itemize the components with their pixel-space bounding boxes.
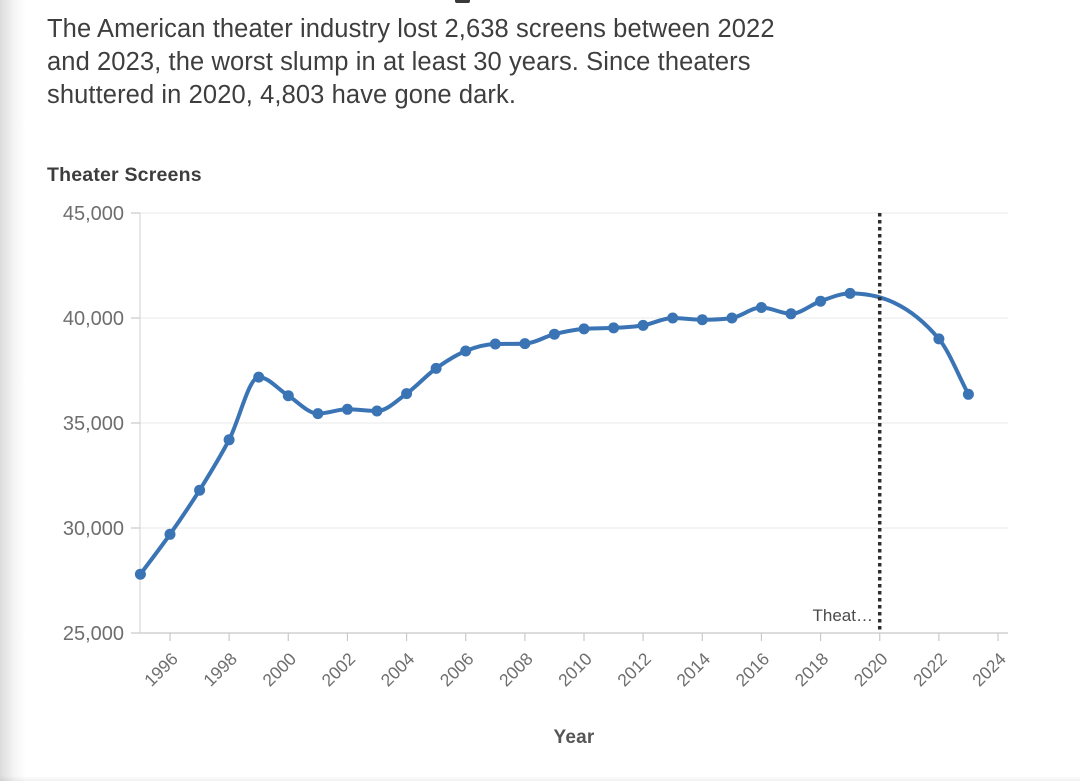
x-tick-label: 1998: [199, 649, 241, 691]
x-tick-label: 2020: [850, 649, 892, 691]
data-point: [608, 322, 620, 334]
x-tick-label: 2022: [909, 649, 951, 691]
intro-line: and 2023, the worst slump in at least 30…: [47, 48, 751, 76]
x-tick-label: 2016: [732, 649, 774, 691]
reference-line-label: Theat…: [812, 606, 873, 625]
data-point: [726, 312, 738, 324]
x-tick-label: 1996: [140, 649, 182, 691]
x-tick-label: 2012: [613, 649, 655, 691]
data-point: [933, 333, 945, 345]
x-tick-label: 2006: [436, 649, 478, 691]
x-axis-title: Year: [553, 727, 595, 748]
y-tick-label: 40,000: [63, 308, 124, 330]
clipped-headline-fragment: [455, 0, 470, 3]
data-point: [489, 338, 501, 350]
data-point: [282, 390, 294, 402]
data-point: [785, 308, 797, 320]
x-tick-label: 2010: [554, 649, 596, 691]
data-point: [637, 319, 649, 331]
data-point: [962, 388, 974, 400]
data-point: [430, 362, 442, 374]
y-tick-label: 30,000: [63, 518, 124, 540]
data-point: [578, 323, 590, 335]
data-point: [194, 484, 206, 496]
intro-paragraph: The American theater industry lost 2,638…: [47, 13, 1007, 112]
data-point: [696, 314, 708, 326]
data-point: [341, 403, 353, 415]
intro-line: The American theater industry lost 2,638…: [47, 15, 775, 43]
data-point: [548, 328, 560, 340]
data-point: [755, 302, 767, 313]
chart-title: Theater Screens: [47, 164, 202, 186]
data-point: [519, 338, 531, 350]
x-tick-label: 2018: [791, 649, 833, 691]
x-tick-label: 2008: [495, 649, 537, 691]
theater-screens-chart: 25,000 30,000 35,000 40,000 45,000 1996 1998 20…: [63, 203, 1010, 691]
x-tick-label: 2024: [968, 649, 1010, 691]
y-tick-label: 25,000: [63, 623, 124, 645]
data-point: [815, 295, 827, 307]
x-tick-label: 2014: [672, 649, 714, 691]
data-point: [312, 408, 324, 420]
intro-line: shuttered in 2020, 4,803 have gone dark.: [47, 81, 517, 109]
data-point: [223, 434, 235, 446]
y-tick-label: 35,000: [63, 413, 124, 435]
data-point: [667, 312, 679, 324]
x-tick-label: 2000: [258, 649, 300, 691]
y-tick-label: 45,000: [63, 203, 124, 225]
data-point: [371, 405, 383, 417]
data-point: [134, 568, 146, 580]
data-point: [164, 528, 176, 540]
data-point: [253, 371, 265, 383]
data-point: [401, 388, 413, 400]
data-point: [460, 345, 472, 357]
x-tick-label: 2004: [377, 649, 419, 691]
x-tick-label: 2002: [318, 649, 360, 691]
data-point: [844, 287, 856, 299]
